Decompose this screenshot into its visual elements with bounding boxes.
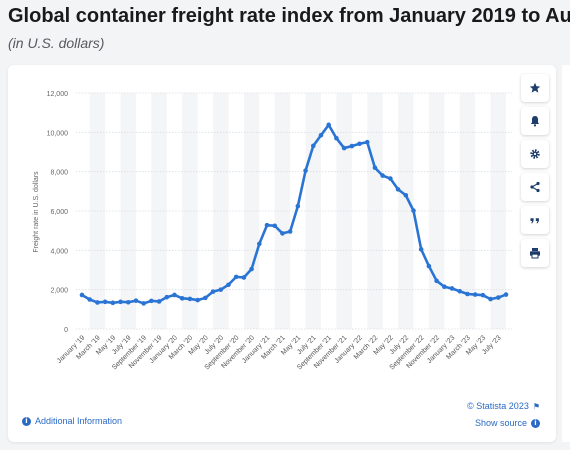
data-point (357, 141, 362, 146)
data-point (242, 275, 247, 280)
data-point (427, 264, 432, 269)
y-tick-label: 10,000 (47, 130, 69, 137)
data-point (211, 289, 216, 294)
data-point (218, 287, 223, 292)
grid-lines (76, 93, 512, 329)
data-point (504, 292, 509, 297)
settings-button[interactable] (521, 140, 549, 168)
y-tick-label: 8,000 (50, 170, 68, 177)
info-icon: i (531, 419, 540, 428)
data-point (496, 295, 501, 300)
data-point (419, 247, 424, 252)
y-tick-label: 2,000 (50, 288, 68, 295)
data-point (396, 187, 401, 192)
info-icon: i (22, 417, 31, 426)
data-point (257, 242, 262, 247)
data-point (434, 279, 439, 284)
data-point (296, 204, 301, 209)
data-point (141, 301, 146, 306)
print-icon (529, 247, 541, 259)
data-point (80, 293, 85, 298)
y-axis-ticks: 0 2,000 4,000 6,000 8,000 10,000 12,000 (47, 91, 69, 334)
data-point (450, 286, 455, 291)
data-point (403, 193, 408, 198)
data-point (373, 165, 378, 170)
y-tick-label: 4,000 (50, 248, 68, 255)
chart-toolbar (521, 74, 549, 272)
data-point (134, 298, 139, 303)
additional-information-link[interactable]: i Additional Information (22, 416, 122, 426)
data-point (272, 223, 277, 228)
data-point (365, 140, 370, 145)
data-point (195, 298, 200, 303)
data-point (326, 123, 331, 128)
background-stripe (491, 93, 506, 329)
quote-icon (529, 214, 541, 226)
data-point (226, 282, 231, 287)
data-point (157, 299, 162, 304)
data-point (203, 296, 208, 301)
data-point (280, 231, 285, 236)
data-point (481, 293, 486, 298)
data-point (188, 297, 193, 302)
data-point (334, 136, 339, 141)
data-point (342, 146, 347, 151)
data-point (380, 173, 385, 178)
data-point (319, 133, 324, 138)
y-axis-label: Freight rate in U.S. dollars (33, 171, 40, 253)
data-point (411, 208, 416, 213)
flag-icon: ⚑ (533, 402, 540, 411)
y-tick-label: 0 (64, 327, 68, 334)
additional-information-label: Additional Information (35, 416, 122, 426)
star-icon (529, 82, 541, 94)
show-source-link[interactable]: Show source i (475, 418, 540, 428)
data-point (311, 144, 316, 149)
data-point (442, 284, 447, 289)
data-point (95, 300, 100, 305)
data-point (303, 168, 308, 173)
data-point (234, 275, 239, 280)
credit-label: © Statista 2023 (467, 401, 529, 411)
notification-button[interactable] (521, 107, 549, 135)
data-point (172, 293, 177, 298)
print-button[interactable] (521, 239, 549, 267)
y-tick-label: 12,000 (47, 91, 69, 98)
share-icon (529, 181, 541, 193)
data-point (126, 300, 131, 305)
bell-icon (529, 115, 541, 127)
data-point (265, 223, 270, 228)
y-tick-label: 6,000 (50, 209, 68, 216)
show-source-label: Show source (475, 418, 527, 428)
data-point (87, 297, 92, 302)
share-button[interactable] (521, 173, 549, 201)
data-point (288, 229, 293, 234)
data-point (103, 300, 108, 305)
data-point (180, 296, 185, 301)
data-point (350, 144, 355, 149)
data-point (165, 295, 170, 300)
data-point (149, 299, 154, 304)
data-point (457, 289, 462, 294)
statista-credit[interactable]: © Statista 2023 ⚑ (467, 401, 540, 411)
cite-button[interactable] (521, 206, 549, 234)
data-point (249, 267, 254, 272)
data-point (488, 297, 493, 302)
data-point (473, 292, 478, 297)
data-point (388, 176, 393, 181)
data-point (118, 300, 123, 305)
gear-icon (529, 148, 541, 160)
data-point (111, 301, 116, 306)
data-point (465, 292, 470, 297)
favorite-button[interactable] (521, 74, 549, 102)
